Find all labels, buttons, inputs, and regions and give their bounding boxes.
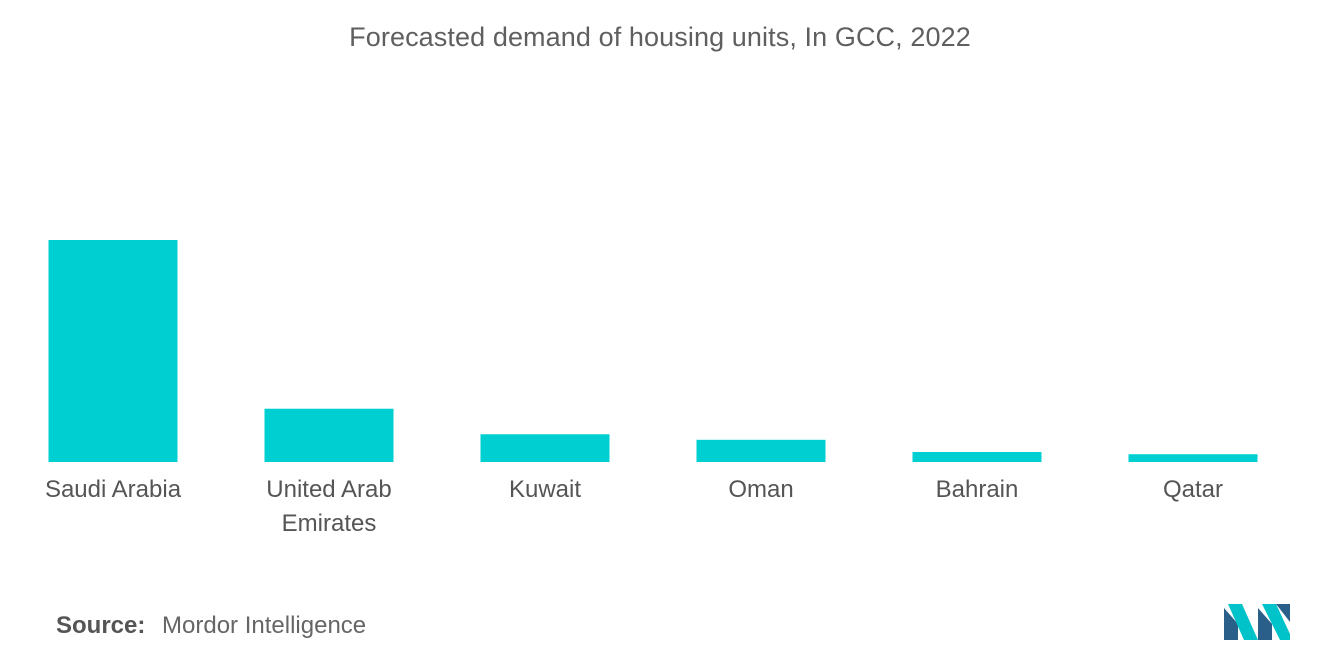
x-tick-label: Saudi Arabia xyxy=(45,476,182,503)
bar-bahrain xyxy=(912,452,1042,462)
x-tick-label: United Arab Emirates xyxy=(266,476,391,537)
source-label: Source: xyxy=(56,612,146,639)
chart-title: Forecasted demand of housing units, In G… xyxy=(349,22,971,52)
bar-qatar xyxy=(1128,454,1258,462)
bar-kuwait xyxy=(480,434,610,462)
x-tick-label: Qatar xyxy=(1163,476,1223,503)
mordor-logo-icon xyxy=(1224,604,1290,640)
bar-saudi-arabia xyxy=(48,240,178,462)
x-tick-label: Kuwait xyxy=(509,476,581,503)
bar-chart: Saudi Arabia United Arab Emirates Kuwait Oma… xyxy=(45,240,1258,537)
bar-oman xyxy=(696,439,826,462)
bar-united-arab-emirates xyxy=(264,408,394,462)
source-text: Mordor Intelligence xyxy=(162,612,367,639)
x-tick-label: Bahrain xyxy=(936,476,1019,503)
source-note: Source: Mordor Intelligence xyxy=(56,612,366,640)
x-tick-label: Oman xyxy=(728,476,793,503)
